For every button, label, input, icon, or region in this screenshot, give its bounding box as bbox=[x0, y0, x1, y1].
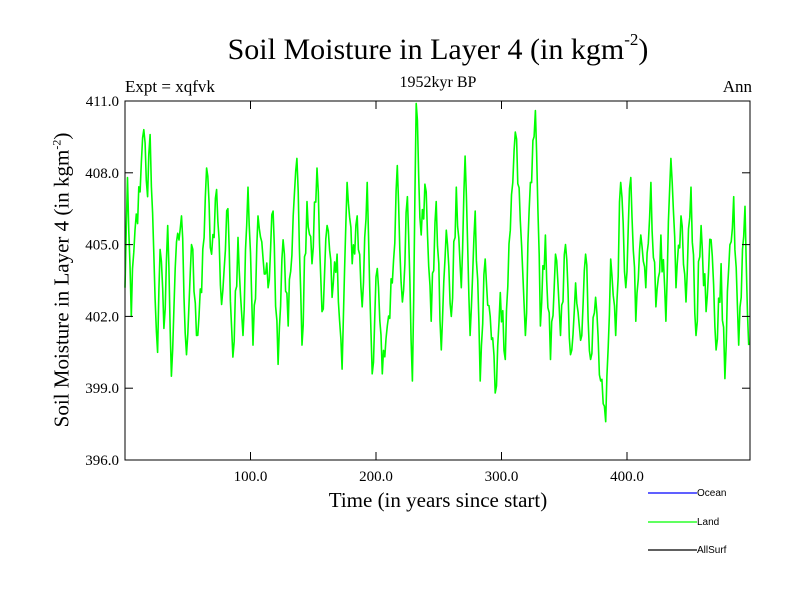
y-tick-label: 408.0 bbox=[85, 166, 119, 182]
x-tick-label: 200.0 bbox=[359, 469, 393, 485]
plot-series-group bbox=[124, 102, 750, 423]
y-tick-label: 396.0 bbox=[85, 453, 119, 469]
legend: Ocean Land AllSurf bbox=[648, 488, 727, 556]
legend-label-ocean: Ocean bbox=[697, 488, 726, 499]
y-tick-label: 402.0 bbox=[85, 309, 119, 325]
x-tick-label: 300.0 bbox=[485, 469, 519, 485]
legend-label-land: Land bbox=[697, 517, 719, 528]
y-tick-label: 399.0 bbox=[85, 381, 119, 397]
series-line-land bbox=[124, 102, 750, 423]
x-tick-label: 400.0 bbox=[610, 469, 644, 485]
season-label: Ann bbox=[722, 77, 752, 96]
experiment-label: Expt = xqfvk bbox=[125, 77, 215, 96]
axes-group: 396.0 399.0 402.0 405.0 408.0 411.0 100.0 200.0… bbox=[85, 94, 750, 485]
chart-subtitle: 1952kyr BP bbox=[399, 74, 477, 91]
legend-label-allsurf: AllSurf bbox=[697, 545, 727, 556]
chart-title: Soil Moisture in Layer 4 (in kgm-2) bbox=[227, 30, 649, 66]
y-tick-label: 405.0 bbox=[85, 238, 119, 254]
x-axis-label: Time (in years since start) bbox=[328, 488, 548, 512]
y-tick-label: 411.0 bbox=[86, 94, 119, 110]
plot-frame bbox=[124, 100, 751, 461]
x-tick-label: 100.0 bbox=[234, 469, 268, 485]
